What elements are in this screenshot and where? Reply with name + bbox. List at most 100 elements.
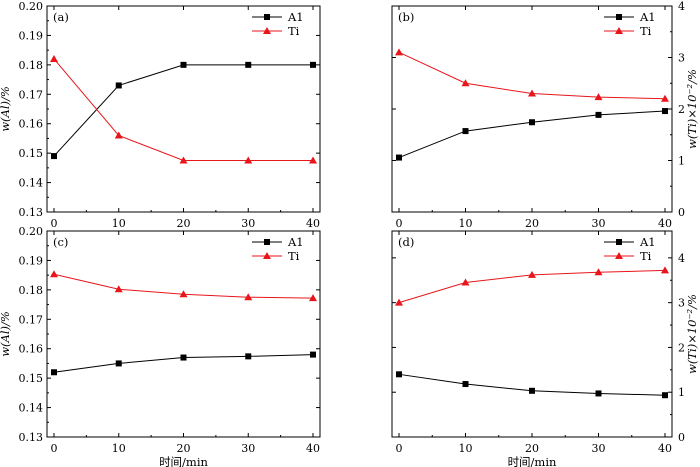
legend-label-ti: Ti: [288, 24, 300, 38]
legend-marker-ti: [615, 252, 623, 259]
y-tick-label-left: 0.15: [19, 147, 44, 160]
data-point-a1: [396, 371, 402, 378]
data-point-ti: [114, 285, 123, 293]
data-point-a1: [662, 108, 668, 115]
x-tick-label: 20: [177, 217, 191, 230]
y-tick-label-left: 0.20: [19, 225, 44, 238]
y-tick-label-left: 0.19: [19, 254, 44, 267]
data-point-a1: [245, 353, 252, 360]
panel-label: (a): [53, 10, 69, 24]
x-axis-label: 时间/min: [508, 455, 557, 467]
data-point-a1: [310, 61, 316, 68]
y-tick-label-right: 0: [678, 206, 685, 219]
data-point-ti: [179, 290, 188, 298]
x-tick-label: 0: [51, 442, 58, 455]
data-point-a1: [180, 354, 187, 361]
x-tick-label: 10: [112, 442, 126, 455]
plot-frame: [391, 230, 673, 438]
legend-label-a1: A1: [639, 10, 656, 24]
data-point-ti: [661, 94, 669, 102]
data-point-ti: [50, 270, 58, 278]
data-point-ti: [244, 156, 253, 164]
y-tick-label-left: 0.13: [19, 206, 44, 219]
data-point-a1: [595, 111, 602, 118]
data-point-a1: [245, 61, 252, 68]
data-point-a1: [310, 351, 316, 358]
data-point-a1: [462, 381, 469, 388]
y-tick-label-left: 0.20: [19, 0, 44, 13]
chart-panel-1: 0 10 20 30 40 0.13 0.14 0.15 0.16 0.17 0.18 0.19 0.2…: [0, 0, 321, 230]
y-tick-label-left: 0.16: [19, 343, 44, 356]
y-tick-label-left: 0.16: [19, 118, 44, 131]
chart-panel-3: 0 10 20 30 40 0.13 0.14 0.15 0.16 0.17 0.18 0.19 0.2…: [0, 225, 321, 467]
x-tick-label: 40: [658, 217, 672, 230]
y-tick-label-right: 1: [678, 155, 685, 168]
data-point-a1: [462, 128, 469, 135]
data-point-a1: [396, 154, 402, 161]
y-tick-label-left: 0.13: [19, 431, 44, 444]
data-point-ti: [461, 79, 470, 87]
data-point-ti: [661, 266, 669, 274]
data-point-ti: [309, 294, 317, 302]
panel-label: (c): [53, 235, 68, 249]
data-point-a1: [115, 82, 122, 89]
y-tick-label-right: 4: [678, 0, 685, 13]
data-point-ti: [395, 298, 403, 306]
x-tick-label: 30: [592, 217, 606, 230]
y-tick-label-right: 4: [678, 252, 685, 265]
y-tick-label-left: 0.17: [19, 313, 44, 326]
x-tick-label: 30: [241, 217, 255, 230]
x-tick-label: 40: [306, 217, 320, 230]
y-axis-label-right: w(Ti)×10⁻²/%: [685, 69, 699, 149]
x-tick-label: 40: [306, 442, 320, 455]
data-point-a1: [662, 392, 668, 399]
x-tick-label: 0: [396, 217, 403, 230]
plot-frame: [391, 5, 673, 213]
legend-marker-a1: [264, 14, 270, 20]
data-point-a1: [529, 119, 535, 126]
x-tick-label: 0: [51, 217, 58, 230]
data-point-ti: [244, 293, 253, 301]
legend-label-ti: Ti: [640, 249, 652, 263]
legend-marker-a1: [616, 239, 622, 245]
x-tick-label: 20: [525, 217, 539, 230]
data-point-ti: [114, 131, 123, 139]
data-point-ti: [309, 156, 317, 164]
plot-frame: [46, 230, 321, 438]
x-tick-label: 0: [396, 442, 403, 455]
legend-marker-a1: [616, 14, 622, 20]
legend-marker-ti: [263, 27, 271, 34]
legend-label-ti: Ti: [288, 249, 300, 263]
x-tick-label: 30: [241, 442, 255, 455]
data-point-a1: [115, 360, 122, 367]
y-tick-label-right: 0: [678, 431, 685, 444]
y-tick-label-right: 2: [678, 103, 685, 116]
y-tick-label-left: 0.18: [19, 59, 44, 72]
x-tick-label: 30: [592, 442, 606, 455]
x-tick-label: 20: [177, 442, 191, 455]
data-point-a1: [529, 387, 535, 394]
y-axis-label-left: w(Al)/%: [0, 311, 12, 357]
x-tick-label: 40: [658, 442, 672, 455]
y-tick-label-left: 0.15: [19, 372, 44, 385]
x-axis-label: 时间/min: [159, 455, 208, 467]
data-point-ti: [594, 268, 603, 276]
series-line-a1: [398, 110, 666, 159]
data-point-ti: [528, 270, 536, 278]
data-point-ti: [461, 278, 470, 286]
legend-label-a1: A1: [639, 235, 656, 249]
legend-marker-a1: [264, 239, 270, 245]
series-line-ti: [53, 58, 313, 161]
data-point-a1: [51, 369, 57, 376]
panel-label: (b): [398, 10, 414, 24]
data-point-ti: [594, 93, 603, 101]
y-tick-label-right: 3: [678, 52, 685, 65]
legend-label-a1: A1: [287, 235, 304, 249]
panel-label: (d): [398, 235, 414, 249]
y-tick-label-left: 0.18: [19, 284, 44, 297]
data-point-a1: [595, 390, 602, 397]
